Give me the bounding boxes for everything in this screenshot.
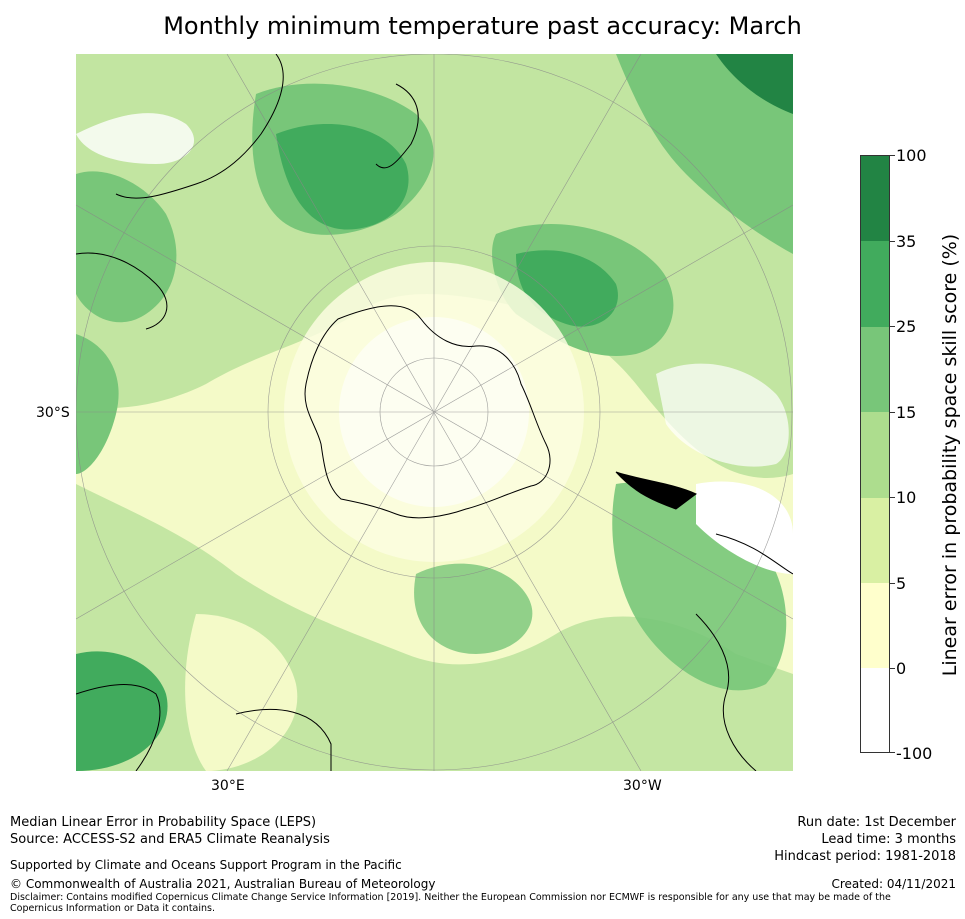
polar-map [76, 54, 793, 771]
skill-field [76, 54, 793, 771]
footer-right: Run date: 1st December Lead time: 3 mont… [774, 814, 956, 865]
colorbar-tick: -100 [896, 744, 933, 763]
colorbar [860, 155, 890, 753]
coastline-icon [76, 54, 793, 771]
run-date: Run date: 1st December [797, 815, 956, 830]
hindcast-period: Hindcast period: 1981-2018 [774, 849, 956, 864]
colorbar-swatch [861, 582, 889, 669]
colorbar-swatch [861, 326, 889, 413]
data-source: Source: ACCESS-S2 and ERA5 Climate Reana… [10, 832, 330, 847]
footer-left: Median Linear Error in Probability Space… [10, 814, 330, 848]
colorbar-tick: 10 [896, 488, 917, 507]
colorbar-label: Linear error in probability space skill … [939, 233, 961, 677]
lead-time: Lead time: 3 months [821, 832, 956, 847]
disclaimer-text: Disclaimer: Contains modified Copernicus… [10, 892, 891, 914]
created-date: Created: 04/11/2021 [831, 877, 956, 891]
colorbar-swatch [861, 156, 889, 242]
support-text: Supported by Climate and Oceans Support … [10, 858, 402, 872]
graticule [76, 54, 793, 771]
latitude-label: 30°S [36, 405, 70, 421]
copyright-text: © Commonwealth of Australia 2021, Austra… [10, 877, 436, 891]
skill-score-map [76, 54, 793, 771]
colorbar-swatch [861, 412, 889, 498]
colorbar-tick: 35 [896, 232, 917, 251]
colorbar-tick: 15 [896, 403, 917, 422]
longitude-label-30e: 30°E [211, 778, 245, 794]
leps-description: Median Linear Error in Probability Space… [10, 815, 317, 830]
colorbar-tick: 25 [896, 317, 917, 336]
colorbar-tick: 100 [896, 146, 927, 165]
colorbar-tick: 5 [896, 574, 907, 593]
colorbar-tick: 0 [896, 659, 907, 678]
colorbar-swatch [861, 241, 889, 327]
longitude-label-30w: 30°W [623, 778, 662, 794]
chart-title: Monthly minimum temperature past accurac… [163, 12, 802, 40]
colorbar-swatch [861, 668, 889, 752]
colorbar-swatch [861, 497, 889, 583]
